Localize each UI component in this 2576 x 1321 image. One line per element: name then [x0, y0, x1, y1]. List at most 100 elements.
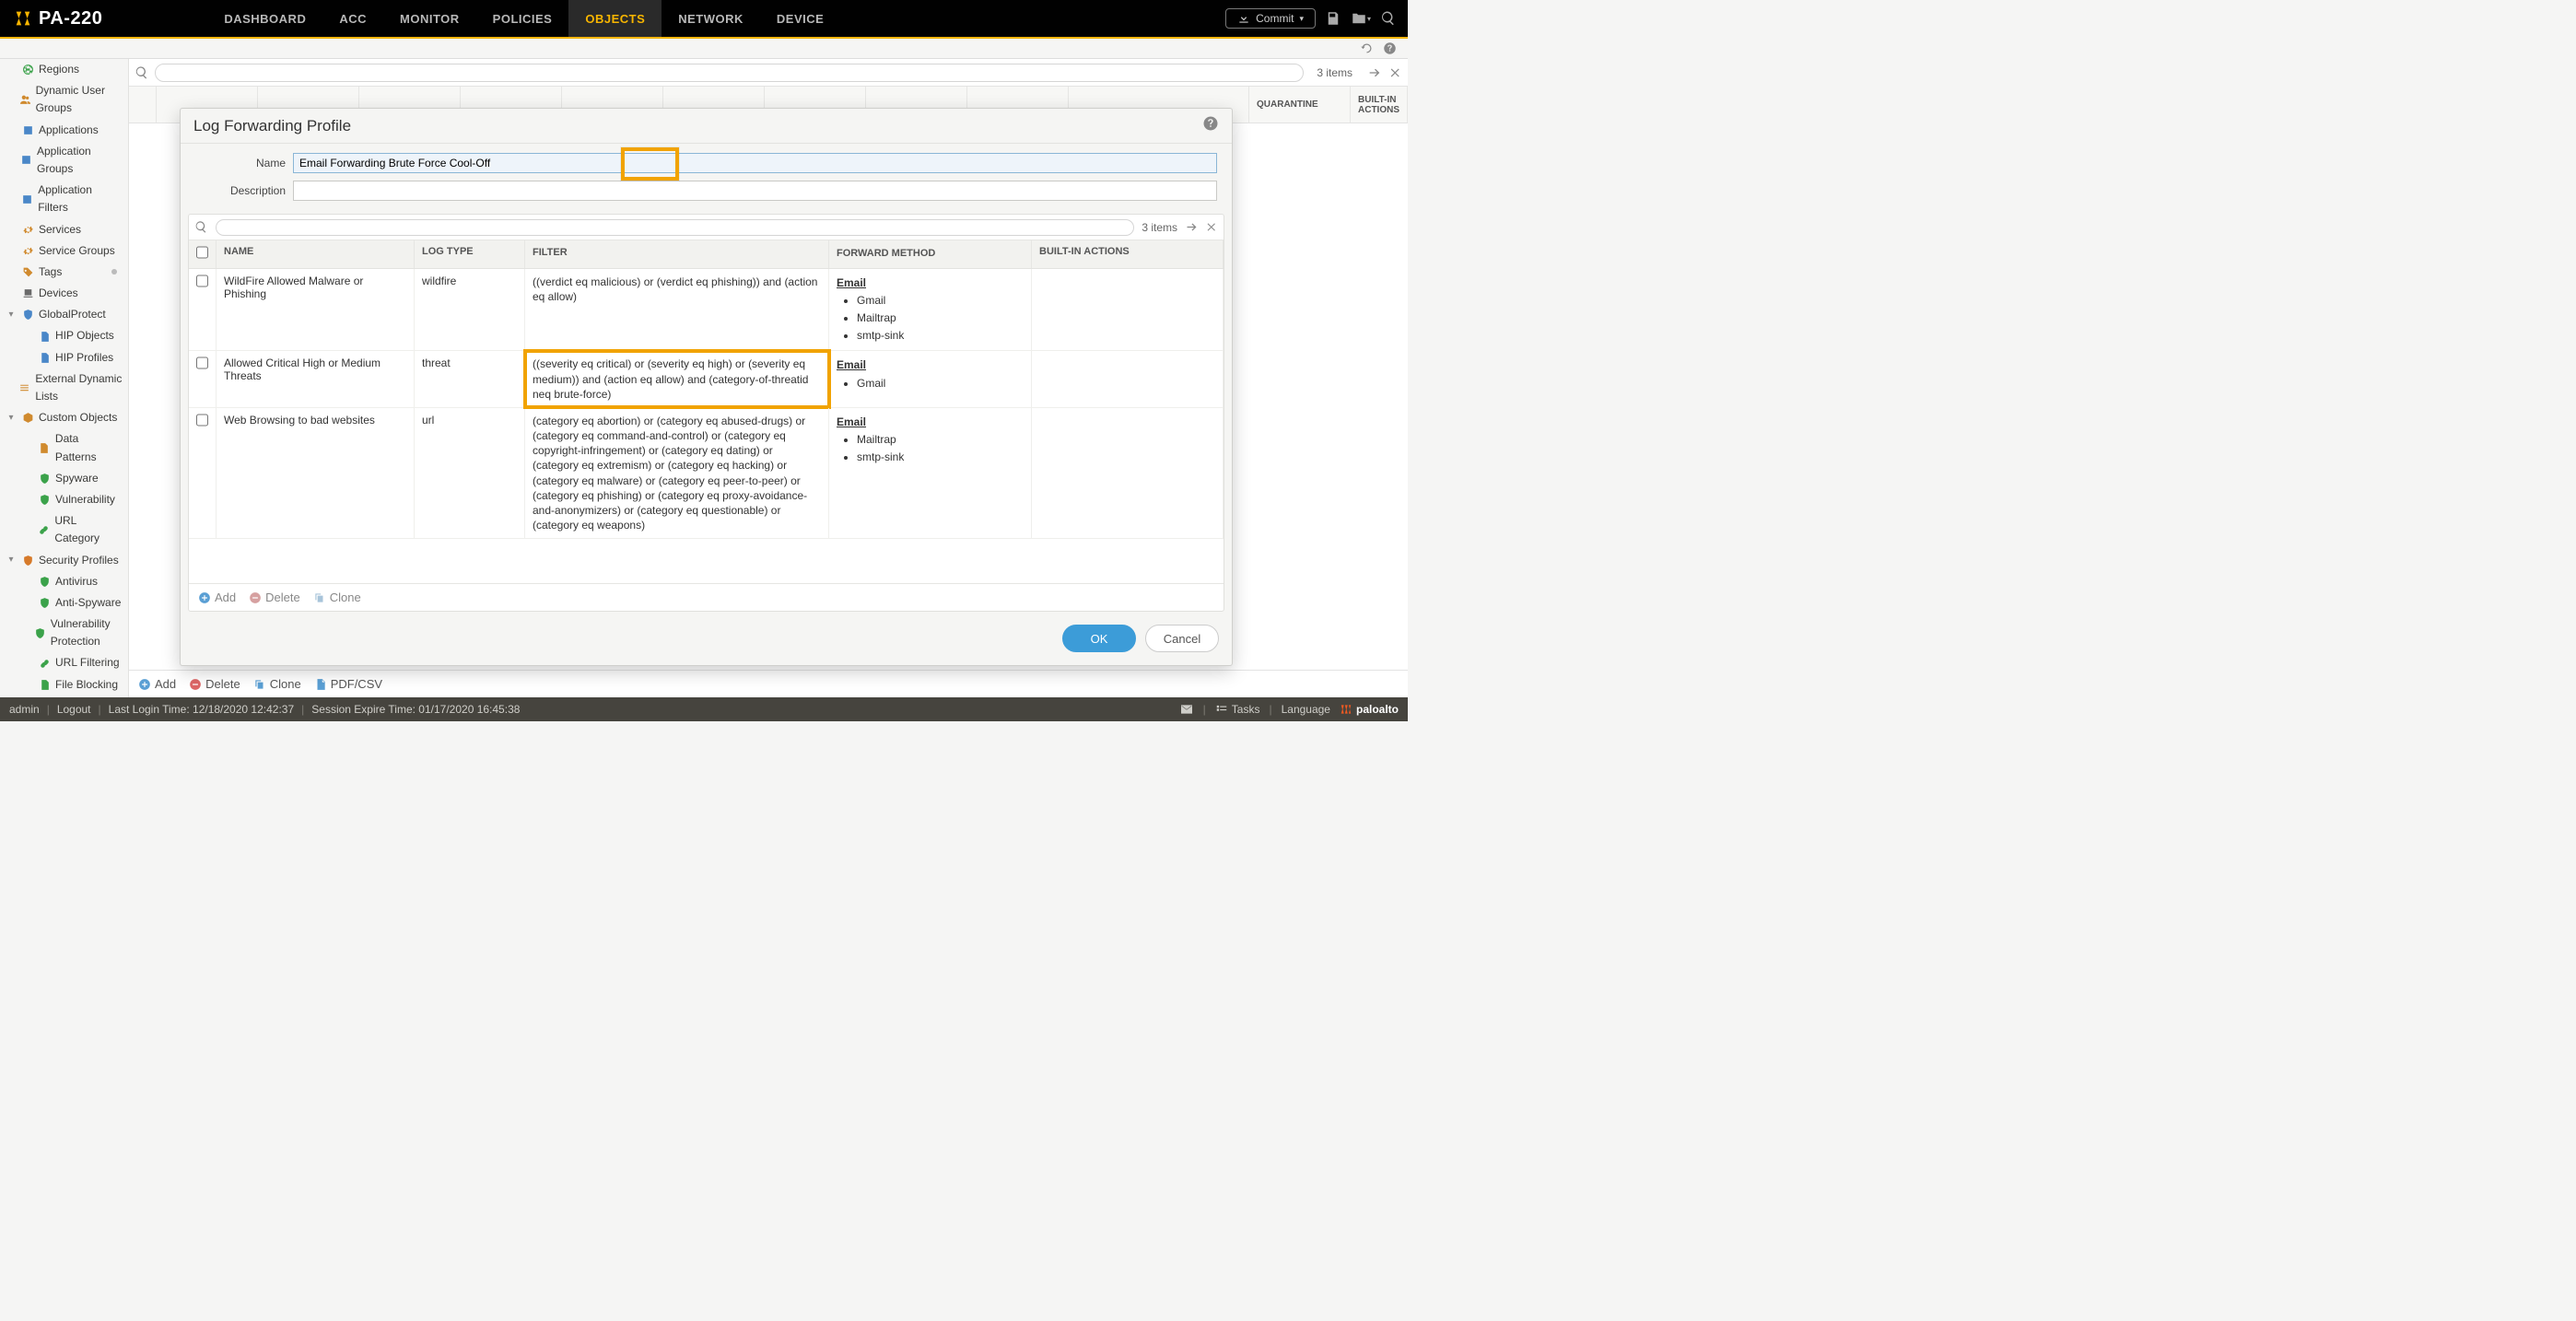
refresh-icon[interactable] [1360, 41, 1374, 55]
status-language[interactable]: Language [1282, 703, 1330, 716]
sidebar-item-security-profiles[interactable]: ▾ Security Profiles [0, 550, 128, 571]
help-icon[interactable] [1383, 41, 1397, 55]
pdfcsv-button[interactable]: PDF/CSV [314, 677, 382, 691]
dialog-delete-button[interactable]: Delete [249, 590, 300, 604]
chevron-down-icon[interactable]: ▾ [6, 411, 17, 426]
dialog-table-body: WildFire Allowed Malware or Phishingwild… [189, 269, 1224, 540]
status-logout[interactable]: Logout [57, 703, 91, 716]
sidebar-item-label: Security Profiles [39, 552, 119, 569]
search-icon[interactable] [135, 65, 149, 80]
tasks-icon [1215, 703, 1228, 716]
name-input[interactable] [293, 153, 1217, 173]
sidebar-item-data-patterns[interactable]: Data Patterns [0, 428, 128, 467]
sidebar-item-hip-profiles[interactable]: HIP Profiles [0, 347, 128, 368]
shield-icon [38, 494, 51, 507]
global-search-icon[interactable] [1380, 10, 1397, 27]
row-checkbox[interactable] [196, 357, 208, 369]
topbar-right: Commit ▾ ▾ [1225, 0, 1408, 37]
sidebar-item-applications[interactable]: Applications [0, 120, 128, 141]
chevron-down-icon[interactable]: ▾ [6, 553, 17, 567]
file-icon [38, 678, 51, 691]
folder-icon[interactable]: ▾ [1351, 10, 1371, 27]
sidebar-item-tags[interactable]: Tags [0, 262, 128, 283]
sidebar-item-file-blocking[interactable]: File Blocking [0, 674, 128, 696]
sidebar-item-globalprotect[interactable]: ▾GlobalProtect [0, 304, 128, 325]
sidebar-item-label: HIP Objects [55, 327, 114, 345]
dialog-add-button[interactable]: Add [198, 590, 236, 604]
mail-icon[interactable] [1179, 702, 1194, 717]
sidebar-item-application-groups[interactable]: Application Groups [0, 141, 128, 180]
topnav-item-acc[interactable]: ACC [322, 0, 383, 37]
close-icon[interactable] [1389, 66, 1402, 79]
logo: PA-220 [0, 8, 115, 29]
topnav-item-dashboard[interactable]: DASHBOARD [207, 0, 322, 37]
sidebar-item-services[interactable]: Services [0, 219, 128, 240]
chevron-down-icon[interactable]: ▾ [6, 308, 17, 322]
minus-icon [189, 678, 202, 691]
arrow-right-icon[interactable] [1367, 65, 1382, 80]
sidebar-item-anti-spyware[interactable]: Anti-Spyware [0, 592, 128, 614]
sidebar-item-regions[interactable]: Regions [0, 59, 128, 80]
sidebar-item-devices[interactable]: Devices [0, 283, 128, 304]
status-last-login: Last Login Time: 12/18/2020 12:42:37 [109, 703, 295, 716]
cell-log-type: url [415, 408, 525, 539]
sidebar-item-label: Tags [39, 263, 62, 281]
topnav-item-network[interactable]: NETWORK [662, 0, 760, 37]
row-checkbox[interactable] [196, 414, 208, 427]
row-checkbox[interactable] [196, 275, 208, 287]
sidebar-item-external-dynamic-lists[interactable]: External Dynamic Lists [0, 368, 128, 407]
select-all-checkbox[interactable] [196, 246, 208, 259]
dialog-search-input[interactable] [216, 219, 1134, 236]
sidebar-item-service-groups[interactable]: Service Groups [0, 240, 128, 262]
cancel-button[interactable]: Cancel [1145, 625, 1219, 652]
topbar: PA-220 DASHBOARDACCMONITORPOLICIESOBJECT… [0, 0, 1408, 39]
indicator-dot-icon [111, 269, 117, 275]
delete-button[interactable]: Delete [189, 677, 240, 691]
status-session-expire: Session Expire Time: 01/17/2020 16:45:38 [311, 703, 520, 716]
sidebar-item-custom-objects[interactable]: ▾Custom Objects [0, 407, 128, 428]
shield-icon [34, 626, 46, 639]
dialog-clone-button[interactable]: Clone [313, 590, 361, 604]
sidebar-item-hip-objects[interactable]: HIP Objects [0, 325, 128, 346]
dialog-help-icon[interactable] [1202, 115, 1219, 136]
topnav-item-objects[interactable]: OBJECTS [568, 0, 662, 37]
topnav-item-monitor[interactable]: MONITOR [383, 0, 476, 37]
cell-builtin-actions [1032, 351, 1224, 407]
clone-button[interactable]: Clone [253, 677, 301, 691]
tag-icon [21, 265, 34, 278]
ok-button[interactable]: OK [1062, 625, 1136, 652]
col-builtin-actions: BUILT-IN ACTIONS [1351, 87, 1408, 123]
sidebar-item-vulnerability-protection[interactable]: Vulnerability Protection [0, 614, 128, 652]
sidebar-item-spyware[interactable]: Spyware [0, 468, 128, 489]
plus-icon [138, 678, 151, 691]
table-row[interactable]: WildFire Allowed Malware or Phishingwild… [189, 269, 1224, 352]
device-model: PA-220 [39, 8, 102, 29]
cell-filter: (category eq abortion) or (category eq a… [525, 408, 829, 539]
description-input[interactable] [293, 181, 1217, 201]
sidebar-item-label: Devices [39, 285, 78, 302]
col-quarantine: QUARANTINE [1249, 87, 1351, 123]
save-config-icon[interactable] [1325, 10, 1341, 27]
search-icon[interactable] [194, 220, 208, 234]
cell-filter: ((severity eq critical) or (severity eq … [525, 351, 829, 407]
arrow-right-icon[interactable] [1185, 220, 1199, 234]
content-search-input[interactable] [155, 64, 1304, 82]
commit-button[interactable]: Commit ▾ [1225, 8, 1316, 29]
cell-forward-method: EmailMailtrapsmtp-sink [829, 408, 1032, 539]
link-icon [38, 657, 51, 670]
sidebar-item-application-filters[interactable]: Application Filters [0, 180, 128, 218]
sidebar-item-vulnerability[interactable]: Vulnerability [0, 489, 128, 510]
gear-icon [21, 244, 34, 257]
topnav-item-device[interactable]: DEVICE [760, 0, 840, 37]
topnav-item-policies[interactable]: POLICIES [476, 0, 569, 37]
tasks-button[interactable]: Tasks [1215, 703, 1260, 716]
table-row[interactable]: Web Browsing to bad websitesurl(category… [189, 408, 1224, 540]
sidebar-item-url-filtering[interactable]: URL Filtering [0, 652, 128, 673]
cell-filter: ((verdict eq malicious) or (verdict eq p… [525, 269, 829, 351]
sidebar-item-antivirus[interactable]: Antivirus [0, 571, 128, 592]
close-icon[interactable] [1206, 221, 1218, 233]
sidebar-item-dynamic-user-groups[interactable]: Dynamic User Groups [0, 80, 128, 119]
add-button[interactable]: Add [138, 677, 176, 691]
sidebar-item-url-category[interactable]: URL Category [0, 510, 128, 549]
table-row[interactable]: Allowed Critical High or Medium Threatst… [189, 351, 1224, 408]
